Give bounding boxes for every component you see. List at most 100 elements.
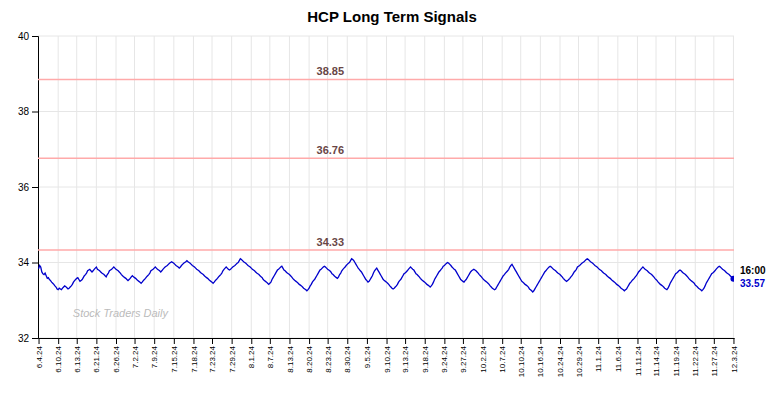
x-tick-label: 11.11.24 [634,345,643,376]
x-tick: 9.24.24 [440,338,449,373]
x-grid-line [116,36,117,338]
x-tick-mark [58,338,59,344]
y-grid-line [38,187,734,188]
x-tick-mark [270,338,271,344]
x-tick: 9.13.24 [401,338,410,373]
x-tick: 6.21.24 [92,338,101,373]
x-grid-line [366,36,367,338]
x-tick: 11.6.24 [614,338,623,372]
x-tick-mark [116,338,117,344]
x-tick-label: 6.4.24 [35,345,44,368]
x-tick: 9.18.24 [421,338,430,373]
x-tick-label: 11.14.24 [652,345,661,376]
x-tick-mark [232,338,233,344]
x-tick-label: 7.2.24 [131,345,140,368]
x-tick: 11.14.24 [652,338,661,377]
x-axis-line [39,338,735,339]
x-tick-label: 9.10.24 [383,345,392,372]
y-tick: 40 [18,31,38,42]
x-tick-mark [387,338,388,344]
x-grid-line [173,36,174,338]
x-grid-line [520,36,521,338]
y-grid-line [38,338,734,339]
x-tick-mark [193,338,194,344]
x-tick: 10.2.24 [479,338,488,373]
x-grid-line [637,36,638,338]
x-tick-mark [733,338,734,344]
x-tick: 7.23.24 [208,338,217,373]
signal-line [38,79,734,81]
x-tick-label: 8.13.24 [286,345,295,372]
x-tick-mark [174,338,175,344]
x-grid-line [309,36,310,338]
x-tick-mark [540,338,541,344]
x-grid-line [58,36,59,338]
x-grid-line [733,36,734,338]
x-grid-line [76,36,77,338]
y-tick-mark [32,338,38,339]
x-tick-mark [618,338,619,344]
y-tick-label: 40 [18,31,30,42]
x-grid-line [212,36,213,338]
y-tick-mark [32,263,38,264]
x-tick: 8.1.24 [247,338,256,368]
x-tick-label: 10.7.24 [498,345,507,372]
x-tick-label: 10.24.24 [556,345,565,377]
x-tick: 10.29.24 [575,338,584,377]
x-tick-mark [405,338,406,344]
x-grid-line [269,36,270,338]
x-tick: 6.26.24 [112,338,121,373]
y-grid-line [38,111,734,112]
x-grid-line [617,36,618,338]
x-tick-label: 8.1.24 [247,345,256,368]
last-point [730,276,734,282]
x-tick-label: 6.10.24 [54,345,63,372]
labels: 38.8536.7634.3316:0033.57Stock Traders D… [73,65,766,318]
y-tick-mark [32,187,38,188]
x-tick-label: 9.5.24 [363,345,372,368]
x-tick-mark [309,338,310,344]
x-grid-line [289,36,290,338]
x-tick: 8.7.24 [266,338,275,368]
x-tick: 8.20.24 [305,338,314,373]
x-tick-mark [656,338,657,344]
x-tick-mark [251,338,252,344]
x-tick-label: 6.13.24 [73,345,82,372]
x-grid-line [347,36,348,338]
x-grid-line [578,36,579,338]
marks [38,79,734,292]
x-tick: 8.13.24 [286,338,295,373]
x-tick: 8.23.24 [324,338,333,373]
x-tick-label: 8.30.24 [343,345,352,372]
x-tick: 9.27.24 [459,338,468,373]
x-tick: 6.13.24 [73,338,82,373]
x-tick-mark [695,338,696,344]
x-tick-label: 10.16.24 [536,345,545,377]
x-tick-label: 9.13.24 [401,345,410,372]
x-tick: 10.10.24 [517,338,526,377]
x-tick: 9.5.24 [363,338,372,368]
y-grid-line [38,36,734,37]
x-tick-mark [135,338,136,344]
x-tick-mark [637,338,638,344]
x-grid-line [134,36,135,338]
x-tick: 9.10.24 [383,338,392,373]
x-tick-label: 9.24.24 [440,345,449,372]
y-tick-label: 34 [18,257,30,268]
x-tick-label: 6.26.24 [112,345,121,372]
y-grid-line [38,262,734,263]
x-tick-label: 11.19.24 [672,345,681,376]
x-grid-line [386,36,387,338]
x-tick-label: 11.27.24 [710,345,719,376]
signal-label: 38.85 [317,65,345,77]
last-annotation: 33.57 [740,278,765,289]
y-tick-mark [32,112,38,113]
x-grid-line [444,36,445,338]
x-tick: 7.9.24 [150,338,159,368]
x-tick-mark [676,338,677,344]
x-tick-label: 7.29.24 [228,345,237,372]
chart-container: HCP Long Term Signals6.4.246.10.246.13.2… [0,0,784,398]
x-tick: 11.1.24 [594,338,603,372]
x-tick-mark [579,338,580,344]
x-tick-label: 9.27.24 [459,345,468,372]
